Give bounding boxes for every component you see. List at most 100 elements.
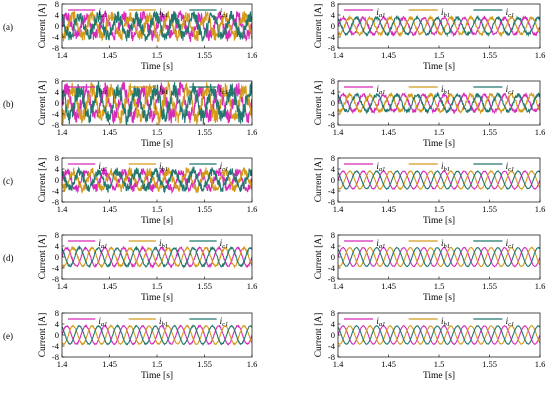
x-tick-label: 1.6: [535, 204, 546, 214]
x-tick-label: 1.6: [247, 281, 258, 291]
legend-label: ia1: [98, 238, 107, 250]
x-tick-label: 1.4: [333, 281, 344, 291]
x-tick-label: 1.5: [434, 50, 445, 60]
x-tick-label: 1.4: [333, 359, 344, 369]
y-tick-label: -4: [52, 341, 60, 351]
x-tick-label: 1.5: [434, 127, 445, 137]
legend-label: ib1: [159, 238, 168, 250]
series-line-ib1: [62, 166, 252, 195]
y-tick-label: 8: [331, 0, 335, 9]
waveforms: [62, 165, 252, 195]
series-line-ic1: [62, 165, 252, 194]
y-axis-label: Current [A]: [314, 4, 324, 49]
row-label: (a): [3, 22, 13, 32]
legend: ia1 ib1 ic1: [344, 238, 514, 250]
x-tick-label: 1.45: [381, 204, 396, 214]
x-tick-label: 1.55: [197, 359, 212, 369]
x-tick-label: 1.6: [247, 50, 258, 60]
y-tick-label: 0: [331, 21, 335, 31]
y-tick-label: -4: [328, 109, 336, 119]
x-tick-label: 1.45: [381, 127, 396, 137]
series-line-ic1: [62, 81, 252, 125]
legend-label: ib1: [159, 7, 168, 19]
legend-label: ib1: [441, 316, 450, 328]
series-line-ia1: [62, 81, 252, 124]
legend-label: ia1: [98, 7, 107, 19]
series-line-ic1: [62, 245, 252, 269]
x-axis-label: Time [s]: [141, 62, 173, 72]
x-tick-label: 1.45: [102, 127, 117, 137]
subplot-e-left: 840-4-81.4 1.45 1.5 1.55 1.6 Time [s] Current …: [38, 308, 257, 381]
x-tick-label: 1.4: [333, 204, 344, 214]
x-tick-label: 1.55: [482, 50, 497, 60]
series-line-ib1: [62, 323, 252, 346]
y-tick-label: -4: [52, 32, 60, 42]
legend-label: ib1: [441, 7, 450, 19]
legend: ia1 ib1 ic1: [68, 316, 228, 328]
x-tick-label: 1.5: [152, 127, 163, 137]
series-line-ia1: [338, 14, 540, 38]
legend-label: ic1: [220, 316, 229, 328]
y-tick-label: 8: [55, 0, 59, 9]
y-tick-label: 4: [331, 164, 336, 174]
x-tick-label: 1.4: [57, 359, 68, 369]
waveforms: [338, 324, 540, 346]
y-tick-label: -4: [52, 263, 60, 273]
y-tick-label: 8: [331, 76, 335, 86]
y-tick-label: -8: [52, 43, 59, 53]
series-line-ic1: [338, 14, 540, 38]
legend-label: ic1: [506, 84, 515, 96]
y-tick-label: 4: [55, 10, 60, 20]
series-line-ic1: [62, 324, 252, 347]
series-line-ic1: [338, 246, 540, 268]
x-axis-label: Time [s]: [423, 62, 455, 72]
row-label: (d): [3, 253, 14, 263]
y-tick-label: 0: [55, 98, 59, 108]
row-label: (c): [3, 176, 13, 186]
x-tick-label: 1.6: [535, 359, 546, 369]
subplot-b-right: 840-4-81.4 1.45 1.5 1.55 1.6 Time [s] Current …: [314, 76, 545, 149]
series-line-ia1: [338, 324, 540, 346]
series-line-ic1: [338, 169, 540, 190]
y-axis-label: Current [A]: [38, 313, 48, 358]
x-axis-label: Time [s]: [141, 216, 173, 226]
y-tick-label: 4: [55, 241, 60, 251]
y-tick-label: -8: [328, 274, 335, 284]
x-tick-label: 1.5: [152, 359, 163, 369]
legend-label: ic1: [506, 7, 515, 19]
legend-label: ia1: [376, 84, 385, 96]
y-tick-label: -4: [328, 32, 336, 42]
y-axis-label: Current [A]: [38, 158, 48, 203]
series-line-ib1: [62, 245, 252, 269]
x-tick-label: 1.6: [535, 127, 546, 137]
subplot-c-left: 840-4-81.4 1.45 1.5 1.55 1.6 Time [s] Current …: [38, 153, 257, 226]
legend-label: ia1: [98, 84, 107, 96]
y-tick-label: 4: [55, 164, 60, 174]
row-label: (b): [3, 99, 14, 109]
x-tick-label: 1.4: [57, 50, 68, 60]
x-tick-label: 1.55: [482, 127, 497, 137]
y-tick-label: -4: [52, 109, 60, 119]
subplot-b-left: 840-4-81.4 1.45 1.5 1.55 1.6 Time [s] Current …: [38, 76, 257, 149]
x-tick-label: 1.4: [57, 281, 68, 291]
y-tick-label: -8: [328, 120, 335, 130]
x-tick-label: 1.45: [102, 204, 117, 214]
x-tick-label: 1.45: [381, 359, 396, 369]
legend-label: ic1: [220, 238, 229, 250]
legend: ia1 ib1 ic1: [344, 316, 514, 328]
y-tick-label: 8: [331, 308, 335, 318]
legend-label: ia1: [98, 161, 107, 173]
series-line-ia1: [338, 169, 540, 191]
legend-label: ic1: [506, 161, 515, 173]
waveforms: [62, 323, 252, 347]
y-axis-label: Current [A]: [38, 81, 48, 126]
x-axis-label: Time [s]: [141, 293, 173, 303]
waveforms: [338, 246, 540, 268]
series-line-ia1: [62, 245, 252, 269]
legend: ia1 ib1 ic1: [344, 7, 514, 19]
x-tick-label: 1.5: [434, 359, 445, 369]
y-tick-label: -4: [328, 341, 336, 351]
x-tick-label: 1.55: [482, 204, 497, 214]
legend-label: ic1: [220, 7, 229, 19]
subplot-c-right: 840-4-81.4 1.45 1.5 1.55 1.6 Time [s] Current …: [314, 153, 545, 226]
